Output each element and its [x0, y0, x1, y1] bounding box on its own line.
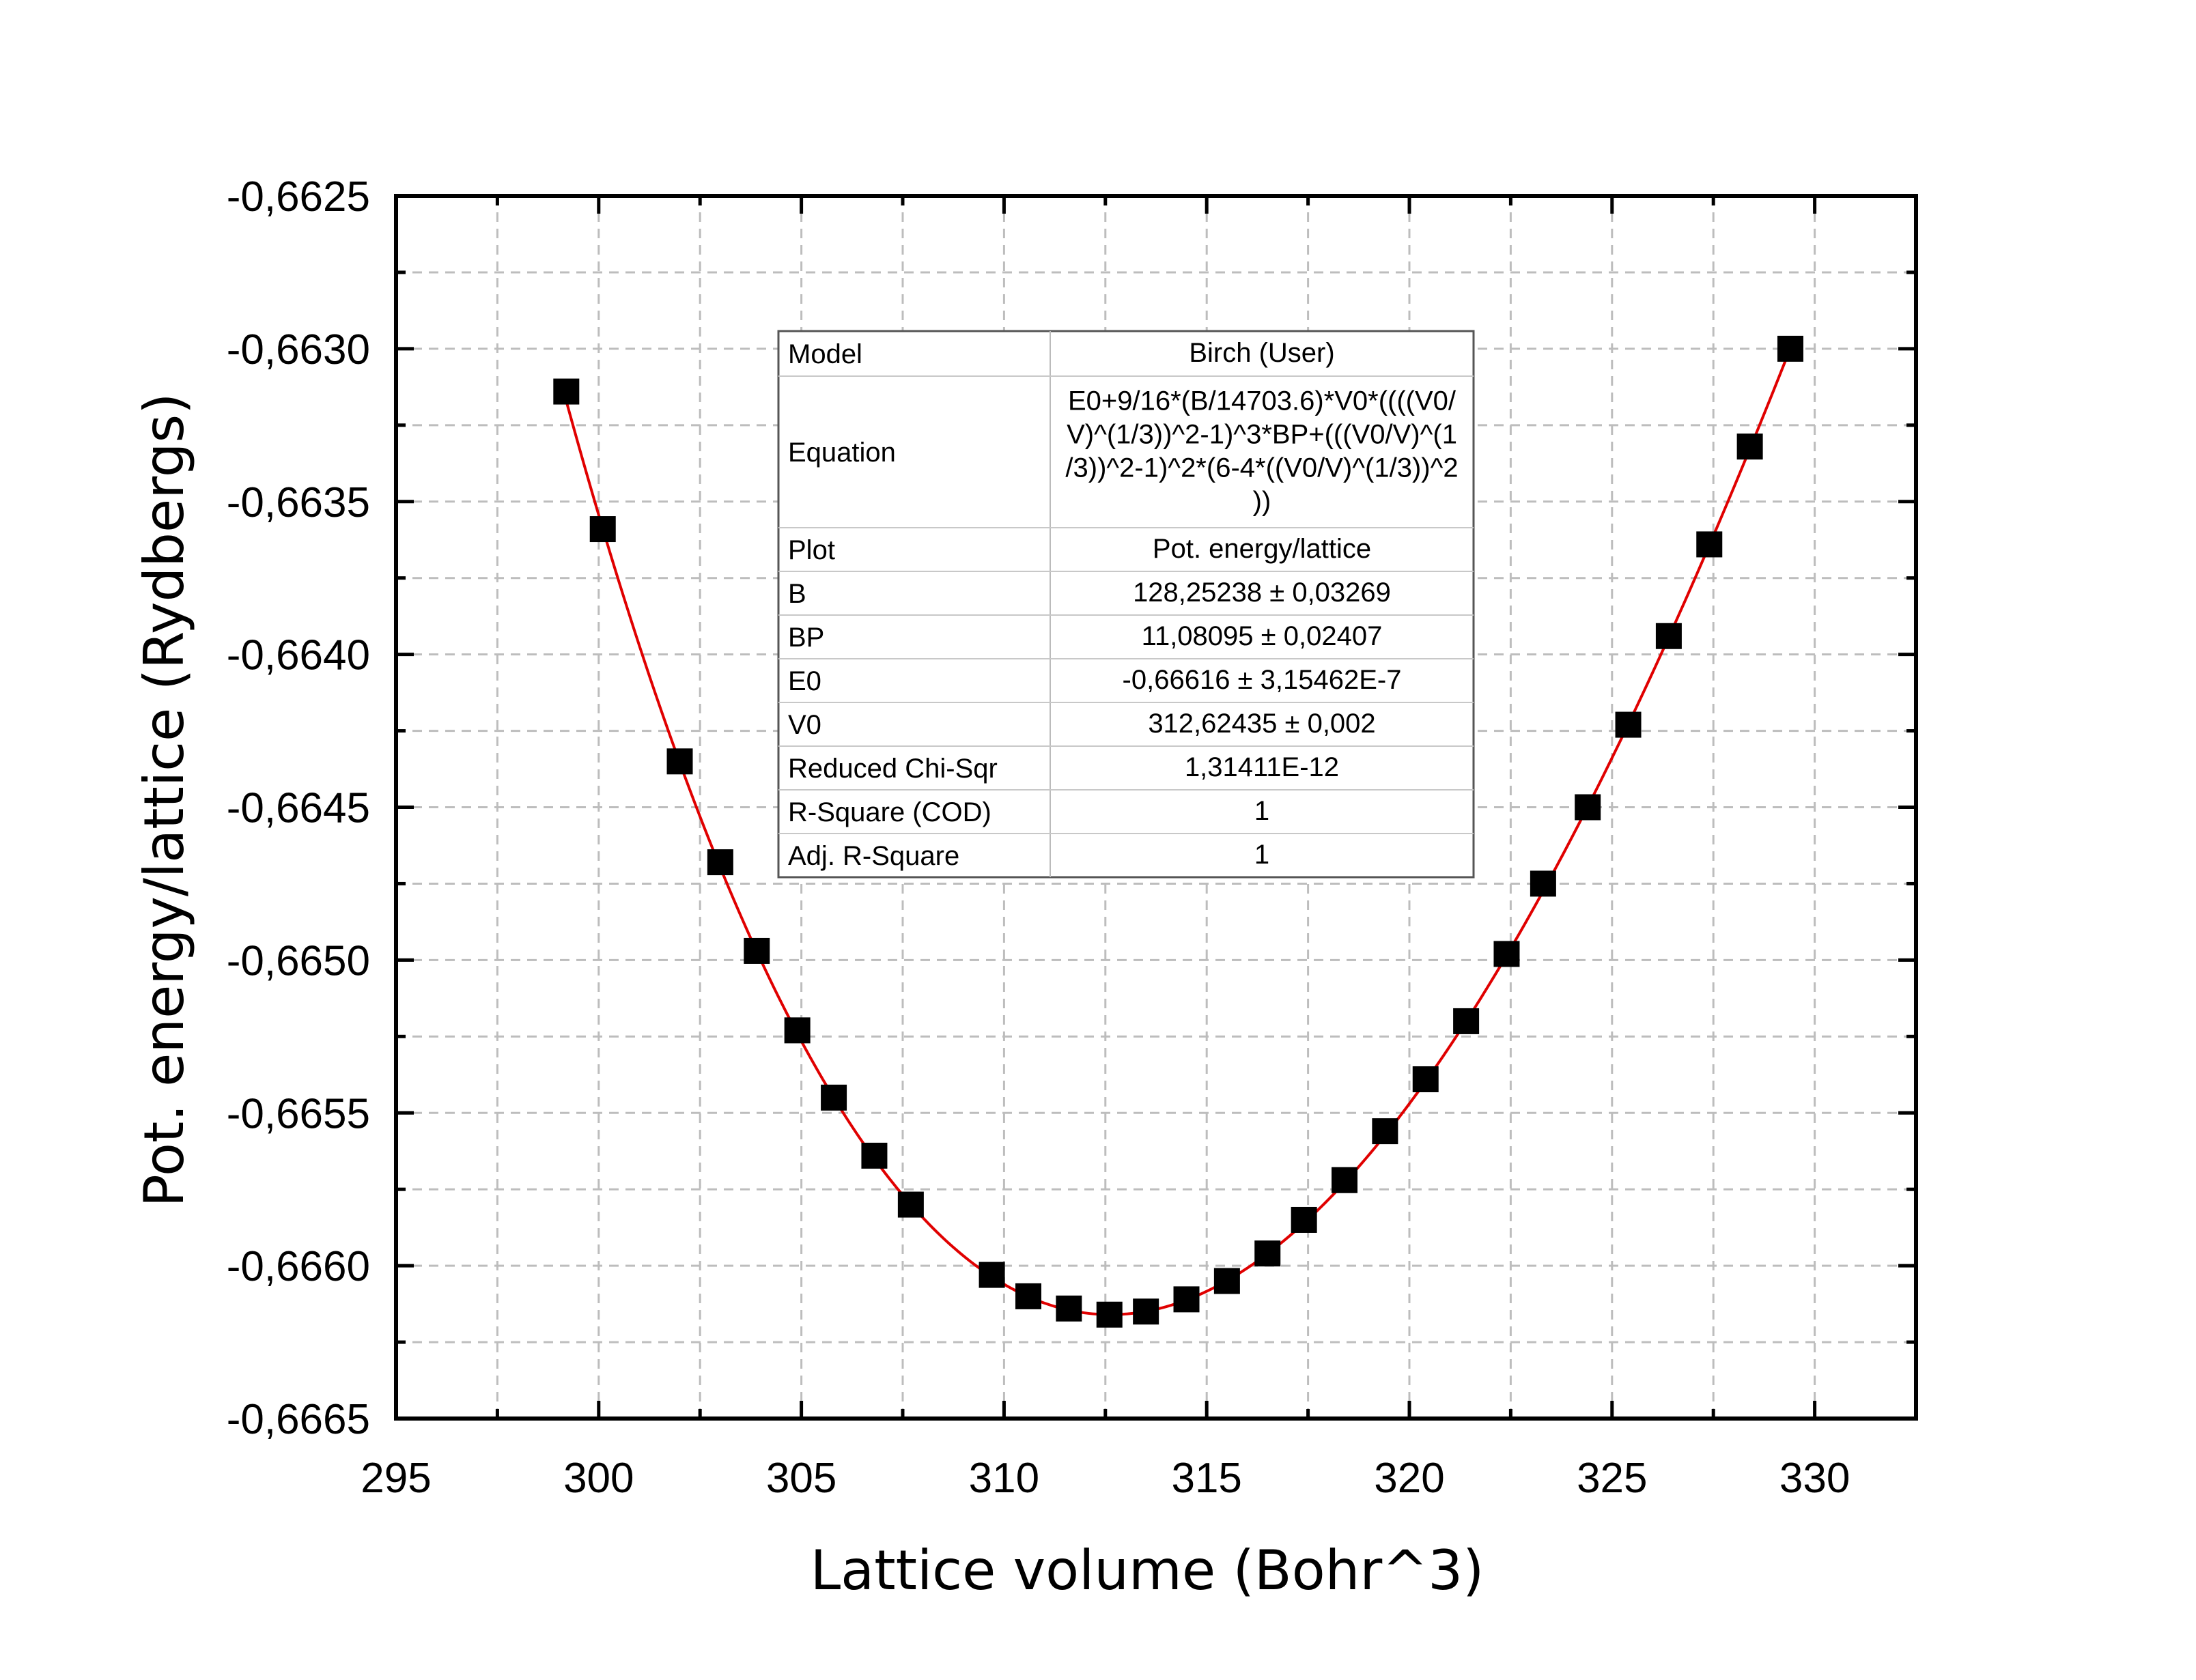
fit-table-label: Adj. R-Square: [788, 841, 959, 871]
x-tick-label: 325: [1577, 1455, 1647, 1502]
y-tick-label: -0,6665: [227, 1396, 370, 1443]
data-point: [707, 849, 733, 876]
fit-table-value: 312,62435 ± 0,002: [1148, 709, 1375, 739]
fit-table-label: V0: [788, 710, 821, 740]
data-point: [589, 516, 616, 543]
y-tick-label: -0,6655: [227, 1090, 370, 1137]
fit-table-value: V)^(1/3))^2-1)^3*BP+(((V0/V)^(1: [1067, 420, 1457, 450]
x-tick-label: 315: [1171, 1455, 1241, 1502]
x-tick-label: 305: [766, 1455, 836, 1502]
data-point: [1615, 711, 1642, 738]
fit-table-label: Reduced Chi-Sqr: [788, 754, 998, 784]
fit-table-value: -0,66616 ± 3,15462E-7: [1123, 665, 1402, 695]
x-tick-label: 310: [969, 1455, 1039, 1502]
y-tick-label: -0,6640: [227, 632, 370, 679]
data-point: [1777, 335, 1803, 362]
fit-table-value: Pot. energy/lattice: [1153, 534, 1371, 564]
fit-table-label: Plot: [788, 535, 835, 565]
data-point: [1736, 433, 1763, 460]
data-point: [897, 1191, 924, 1218]
data-point: [1254, 1240, 1281, 1267]
data-point: [1655, 623, 1682, 649]
y-tick-label: -0,6625: [227, 173, 370, 220]
data-point: [1575, 794, 1601, 821]
fit-table-value: 11,08095 ± 0,02407: [1142, 621, 1383, 651]
data-point: [861, 1142, 888, 1169]
y-tick-label: -0,6645: [227, 785, 370, 832]
data-point: [1015, 1283, 1042, 1309]
fit-table-value: 1: [1254, 796, 1269, 826]
data-point: [1412, 1066, 1439, 1092]
data-point: [1096, 1301, 1123, 1328]
data-point: [1372, 1118, 1398, 1145]
data-point: [1493, 941, 1520, 967]
y-tick-labels: -0,6665 -0,6660 -0,6655 -0,6650 -0,6645 -0,66…: [227, 173, 370, 1443]
data-point: [666, 748, 693, 775]
fit-table-value: E0+9/16*(B/14703.6)*V0*((((V0/: [1068, 386, 1456, 416]
data-point: [784, 1017, 811, 1044]
fit-table-label: Model: [788, 339, 862, 369]
data-point: [1453, 1008, 1480, 1034]
fit-table-label: Equation: [788, 438, 896, 468]
data-point: [1133, 1298, 1159, 1325]
y-axis-title: Pot. energy/lattice (Rydbergs): [132, 393, 196, 1208]
x-tick-label: 295: [361, 1455, 431, 1502]
x-axis-title: Lattice volume (Bohr^3): [811, 1539, 1484, 1602]
fit-table-value: 1,31411E-12: [1185, 752, 1339, 782]
x-tick-labels: 295 300 305 310 315 320 325 330: [361, 1455, 1850, 1502]
data-point: [1696, 531, 1723, 558]
fit-table-value: /3))^2-1)^2*(6-4*((V0/V)^(1/3))^2: [1065, 453, 1458, 483]
axis-ticks: [394, 194, 1918, 1421]
data-point: [821, 1084, 847, 1111]
fit-table-value: 1: [1254, 840, 1269, 870]
fit-table-value: 128,25238 ± 0,03269: [1133, 578, 1391, 608]
y-tick-label: -0,6650: [227, 937, 370, 984]
x-tick-label: 300: [563, 1455, 634, 1502]
x-tick-label: 320: [1374, 1455, 1444, 1502]
y-tick-label: -0,6635: [227, 479, 370, 526]
data-point: [1213, 1268, 1240, 1294]
fit-results-table: Model Birch (User) Equation E0+9/16*(B/1470…: [777, 330, 1475, 879]
fit-table-label: B: [788, 579, 806, 609]
fit-table-label: R-Square (COD): [788, 797, 991, 827]
y-tick-label: -0,6660: [227, 1243, 370, 1290]
fit-table-frame: [777, 330, 1475, 879]
data-point: [1332, 1167, 1358, 1193]
data-point: [979, 1262, 1005, 1288]
fit-table-value: Birch (User): [1189, 338, 1334, 368]
fit-table-value: )): [1253, 487, 1271, 517]
fit-table-label: BP: [788, 623, 824, 653]
data-point: [1530, 870, 1556, 897]
x-tick-label: 330: [1779, 1455, 1850, 1502]
y-tick-label: -0,6630: [227, 326, 370, 373]
data-points: [553, 335, 1803, 1328]
data-point: [1291, 1206, 1317, 1233]
fit-table-label: E0: [788, 666, 821, 696]
data-point: [744, 937, 770, 964]
data-point: [1173, 1286, 1200, 1313]
data-point: [553, 378, 580, 405]
data-point: [1056, 1295, 1082, 1322]
